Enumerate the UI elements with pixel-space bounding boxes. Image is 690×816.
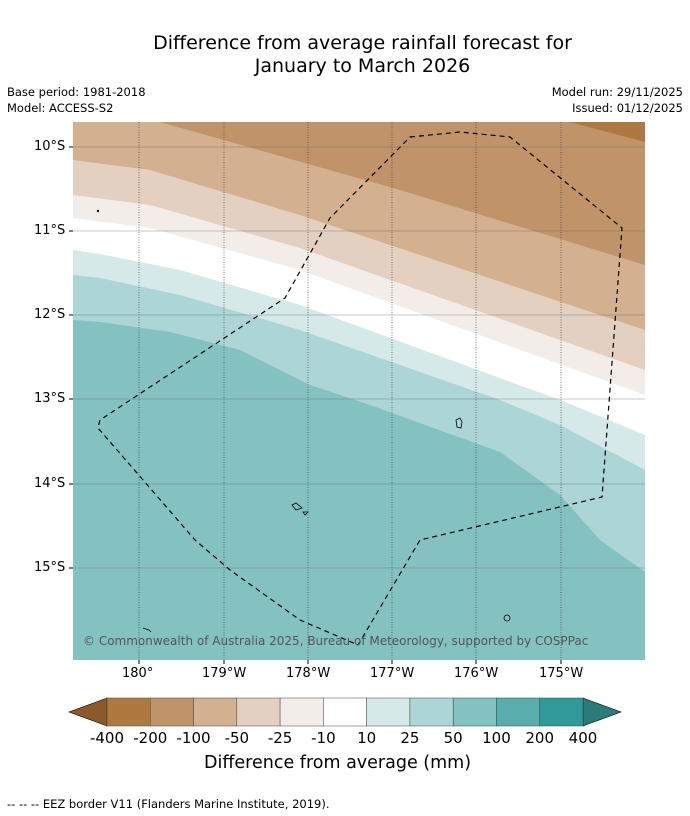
- axis-ticks: [69, 146, 562, 664]
- model-name: Model: ACCESS-S2: [7, 101, 114, 115]
- colorbar-tick-label: 10: [357, 729, 377, 747]
- colorbar-tick-label: -50: [224, 729, 250, 747]
- lat-label: 13°S: [34, 391, 66, 406]
- colorbar-bin: [279, 697, 324, 727]
- lon-label: 180°: [122, 666, 154, 681]
- colorbar-label: Difference from average (mm): [204, 753, 472, 773]
- meridians: [138, 122, 562, 660]
- parallels: [73, 146, 645, 569]
- colorbar-tick-label: 50: [443, 729, 463, 747]
- islands: [96, 209, 511, 633]
- colorbar-bin: [452, 697, 497, 727]
- lat-label: 11°S: [34, 223, 66, 238]
- colorbar-tick-label: 200: [525, 729, 555, 747]
- island: [503, 614, 511, 622]
- lon-label: 179°W: [202, 666, 247, 681]
- colorbar: [68, 697, 622, 727]
- island: [455, 417, 463, 429]
- rainfall-contours: [73, 122, 645, 660]
- figure-title: Difference from average rainfall forecas…: [0, 32, 690, 78]
- colorbar-tick-label: 100: [482, 729, 511, 747]
- footnote: -- -- -- EEZ border V11 (Flanders Marine…: [7, 797, 330, 811]
- band-minus200-minus100: [160, 122, 645, 265]
- colorbar-tick-label: 25: [400, 729, 420, 747]
- band-minus400-minus200: [570, 122, 645, 142]
- lon-label: 177°W: [370, 666, 415, 681]
- lat-label: 12°S: [34, 307, 66, 322]
- colorbar-bin: [539, 697, 584, 727]
- eez-border: [97, 131, 623, 646]
- colorbar-bin: [193, 697, 238, 727]
- lat-label: 14°S: [34, 476, 66, 491]
- lon-label: 178°W: [286, 666, 331, 681]
- lon-label: 175°W: [539, 666, 584, 681]
- colorbar-bin: [409, 697, 454, 727]
- colorbar-tick-label: -200: [133, 729, 168, 747]
- colorbar-over-extension: [582, 697, 622, 727]
- colorbar-bin: [106, 697, 151, 727]
- copyright-note: © Commonwealth of Australia 2025, Bureau…: [83, 634, 589, 648]
- colorbar-bin: [323, 697, 367, 727]
- lat-label: 10°S: [34, 139, 66, 154]
- base-period: Base period: 1981-2018: [7, 85, 146, 99]
- title-line-2: January to March 2026: [254, 55, 471, 77]
- lat-label: 15°S: [34, 560, 66, 575]
- model-run: Model run: 29/11/2025: [551, 85, 683, 99]
- colorbar-tick-label: -400: [89, 729, 125, 747]
- colorbar-bin: [236, 697, 281, 727]
- colorbar-bin: [366, 697, 411, 727]
- lon-label: 176°W: [454, 666, 499, 681]
- island: [142, 627, 152, 633]
- issued-date: Issued: 01/12/2025: [572, 101, 683, 115]
- colorbar-tick-label: -25: [267, 729, 293, 747]
- island: [291, 502, 309, 516]
- colorbar-under-extension: [68, 697, 108, 727]
- colorbar-tick-label: 400: [568, 729, 598, 747]
- title-line-1: Difference from average rainfall forecas…: [153, 32, 572, 54]
- colorbar-bin: [150, 697, 194, 727]
- colorbar-tick-label: -10: [311, 729, 336, 747]
- colorbar-tick-label: -100: [176, 729, 211, 747]
- island: [96, 209, 100, 213]
- colorbar-bin: [496, 697, 540, 727]
